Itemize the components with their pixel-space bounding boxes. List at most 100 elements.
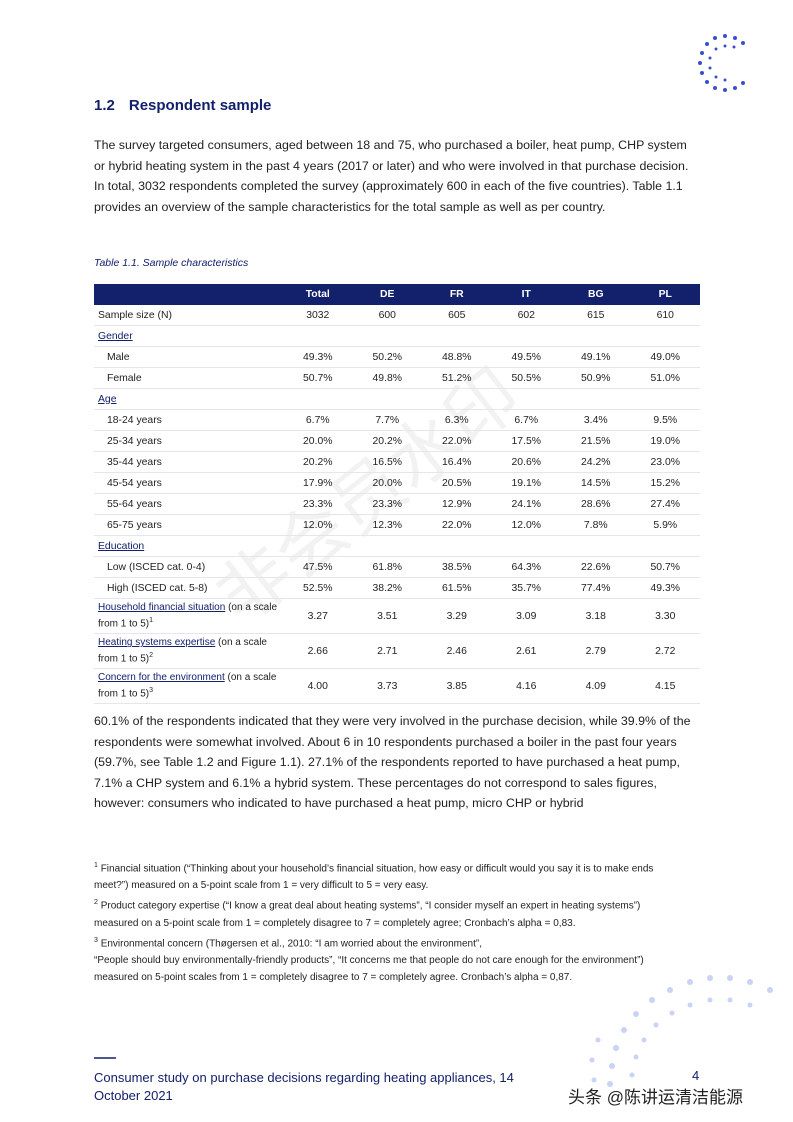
value-cell: 35.7% [491,577,561,599]
value-cell: 17.9% [283,472,353,494]
value-cell: 3.51 [352,598,422,634]
row-label: Sample size (N) [94,305,283,326]
column-header: DE [352,284,422,305]
footnote-text: “People should buy environmentally-frien… [94,954,644,966]
footnote-text: Financial situation (“Thinking about you… [100,863,654,875]
group-heading: Gender [98,330,133,342]
row-label: 55-64 years [94,493,283,515]
group-heading: Education [98,540,145,552]
value-cell: 64.3% [491,556,561,578]
footnote-text: Product category expertise (“I know a gr… [100,900,641,912]
value-cell: 3.09 [491,598,561,634]
value-cell: 610 [630,305,700,326]
table-row: 25-34 years 20.0% 20.2% 22.0% 17.5% 21.5% 19.0… [94,430,700,452]
value-cell: 6.3% [422,409,492,431]
row-label: Low (ISCED cat. 0-4) [94,556,283,578]
value-cell: 20.0% [352,472,422,494]
watermark: 头条 @陈讲运清洁能源 [568,1088,743,1107]
value-cell: 602 [491,305,561,326]
value-cell: 2.71 [352,633,422,669]
footnote-ref: 1 [149,617,154,625]
value-cell: 3.73 [352,668,422,704]
header-row: Total DE FR IT BG PL [94,284,700,305]
group-cell: Gender [94,325,283,347]
group-cell: Education [94,535,283,557]
row-label: Female [94,367,283,389]
value-cell: 16.4% [422,451,492,473]
value-cell: 20.2% [283,451,353,473]
column-header: BG [561,284,631,305]
value-cell: 2.61 [491,633,561,669]
column-header: PL [630,284,700,305]
row-label: 65-75 years [94,514,283,536]
footnote-text: meet?”) measured on a 5-point scale from… [94,880,429,892]
value-cell: 49.1% [561,346,631,368]
value-cell: 23.3% [283,493,353,515]
row-label: 18-24 years [94,409,283,431]
footnote-line: 2 Product category expertise (“I know a … [94,894,704,914]
value-cell: 4.16 [491,668,561,704]
row-label: Household financial situation (on a scal… [94,598,283,634]
section-heading: 1.2 Respondent sample [94,97,271,114]
value-cell: 4.09 [561,668,631,704]
footnote-line: meet?”) measured on a 5-point scale from… [94,877,704,894]
decor-dots [589,975,773,1087]
value-cell: 48.8% [422,346,492,368]
footnote-text: measured on 5-point scales from 1 = comp… [94,971,573,983]
value-cell: 50.9% [561,367,631,389]
value-cell: 49.5% [491,346,561,368]
value-cell: 27.4% [630,493,700,515]
footnote-ref: 3 [149,687,154,695]
value-cell: 6.7% [491,409,561,431]
value-cell: 49.8% [352,367,422,389]
section-title: Respondent sample [128,97,272,114]
value-cell: 5.9% [630,514,700,536]
value-cell: 2.79 [561,633,631,669]
value-cell: 61.8% [352,556,422,578]
table-row: Low (ISCED cat. 0-4) 47.5% 61.8% 38.5% 64.3%… [94,556,700,578]
value-cell: 22.0% [422,430,492,452]
footnote-line: 1 Financial situation (“Thinking about y… [94,857,704,877]
footnote-number: 3 [94,936,98,944]
value-cell: 38.2% [352,577,422,599]
group-heading: Age [98,393,117,405]
table-row: Heating systems expertise (on a scale fr… [94,633,700,669]
row-label: 35-44 years [94,451,283,473]
value-cell: 7.7% [352,409,422,431]
value-cell: 17.5% [491,430,561,452]
value-cell: 9.5% [630,409,700,431]
value-cell: 50.2% [352,346,422,368]
table-row: 45-54 years 17.9% 20.0% 20.5% 19.1% 14.5% 15.2… [94,472,700,494]
table-row: High (ISCED cat. 5-8) 52.5% 38.2% 61.5% 35.7… [94,577,700,599]
value-cell: 50.7% [283,367,353,389]
footnote-line: “People should buy environmentally-frien… [94,952,704,969]
value-cell: 12.0% [283,514,353,536]
value-cell: 3.85 [422,668,492,704]
footnote-text: measured on a 5-point scale from 1 = com… [94,917,576,929]
row-label: High (ISCED cat. 5-8) [94,577,283,599]
value-cell: 12.0% [491,514,561,536]
header-cell [94,284,283,305]
label-text: (on a scale from 1 to 5) [98,637,267,665]
value-cell: 20.0% [283,430,353,452]
value-cell: 51.0% [630,367,700,389]
value-cell: 3.29 [422,598,492,634]
column-header: FR [422,284,492,305]
row-label: Heating systems expertise (on a scale fr… [94,633,283,669]
value-cell: 4.00 [283,668,353,704]
footnotes: 1 Financial situation (“Thinking about y… [94,857,704,986]
value-cell: 15.2% [630,472,700,494]
value-cell: 4.15 [630,668,700,704]
empty-cell [283,535,700,557]
value-cell: 38.5% [422,556,492,578]
footnote-line: measured on 5-point scales from 1 = comp… [94,969,704,986]
table: Total DE FR IT BG PL Sample size (N) 3032 600 605… [94,284,700,704]
value-cell: 49.3% [283,346,353,368]
group-cell: Age [94,388,283,410]
value-cell: 16.5% [352,451,422,473]
value-cell: 50.7% [630,556,700,578]
label-link: Concern for the environment [98,672,225,684]
footnote-number: 2 [94,899,98,907]
table-row: Age [94,388,700,410]
